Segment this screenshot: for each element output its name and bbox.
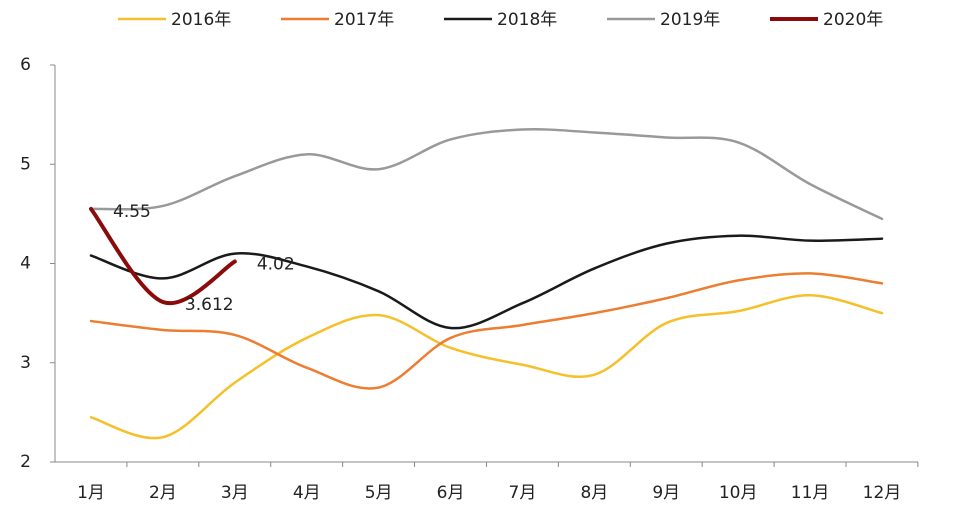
x-tick-label: 8月 <box>580 483 608 503</box>
y-tick-label: 5 <box>20 154 31 174</box>
y-tick-label: 3 <box>20 353 31 373</box>
y-tick-label: 6 <box>20 55 31 75</box>
legend-label: 2020年 <box>823 10 883 30</box>
legend-label: 2017年 <box>334 10 394 30</box>
y-tick-label: 2 <box>20 452 31 472</box>
line <box>89 128 884 221</box>
line <box>89 294 884 440</box>
x-tick-label: 1月 <box>77 483 105 503</box>
line <box>89 206 237 306</box>
legend-label: 2016年 <box>171 10 231 30</box>
x-tick-label: 6月 <box>437 483 465 503</box>
x-tick-label: 9月 <box>652 483 680 503</box>
line <box>89 234 884 330</box>
x-tick-label: 11月 <box>791 483 830 503</box>
y-tick-label: 4 <box>20 254 31 274</box>
legend-label: 2018年 <box>497 10 557 30</box>
x-tick-label: 7月 <box>509 483 537 503</box>
x-tick-label: 4月 <box>293 483 321 503</box>
x-tick-label: 3月 <box>221 483 249 503</box>
data-label: 4.55 <box>113 202 151 222</box>
x-tick-label: 12月 <box>863 483 902 503</box>
x-tick-label: 5月 <box>365 483 393 503</box>
line <box>89 272 884 390</box>
data-label: 4.02 <box>257 255 295 275</box>
x-tick-label: 10月 <box>719 483 758 503</box>
x-tick-label: 2月 <box>149 483 177 503</box>
data-label: 3.612 <box>185 295 234 315</box>
legend-label: 2019年 <box>660 10 720 30</box>
